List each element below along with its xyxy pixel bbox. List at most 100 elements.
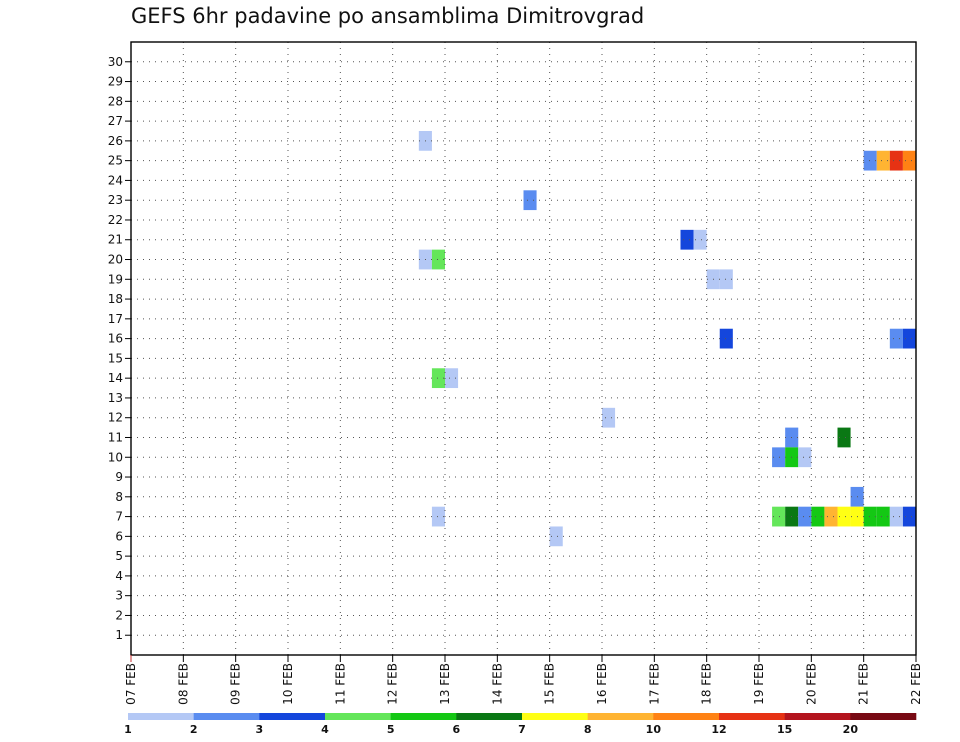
y-tick-label: 7 xyxy=(115,510,123,524)
legend-label: 7 xyxy=(518,723,526,736)
y-tick-label: 8 xyxy=(115,490,123,504)
heatmap-cell xyxy=(902,150,916,171)
y-tick-label: 6 xyxy=(115,529,123,543)
heatmap-cell xyxy=(772,447,786,468)
heatmap-cell xyxy=(876,150,890,171)
legend-label: 15 xyxy=(777,723,792,736)
y-tick-label: 5 xyxy=(115,549,123,563)
legend-swatch xyxy=(784,713,851,720)
y-tick-label: 1 xyxy=(115,628,123,642)
legend-swatch xyxy=(522,713,588,720)
heatmap-cell xyxy=(902,328,916,349)
heatmap-cell xyxy=(772,506,786,527)
heatmap-cell xyxy=(680,229,694,250)
y-tick-label: 25 xyxy=(108,154,123,168)
y-tick-label: 4 xyxy=(115,569,123,583)
legend-label: 5 xyxy=(387,723,395,736)
y-tick-label: 11 xyxy=(108,430,123,444)
x-tick-label: 08 FEB xyxy=(176,663,190,705)
y-tick-label: 20 xyxy=(108,253,123,267)
legend-swatch xyxy=(128,713,194,720)
y-tick-label: 21 xyxy=(108,233,123,247)
heatmap-cell xyxy=(889,150,903,171)
x-tick-label: 19 FEB xyxy=(752,663,766,705)
heatmap-cell xyxy=(798,506,812,527)
x-tick-label: 22 FEB xyxy=(909,663,923,705)
y-tick-label: 17 xyxy=(108,312,123,326)
color-legend: 1 2 3 4 5 6 7 8 10 12 15 20 xyxy=(124,713,917,736)
legend-label: 10 xyxy=(646,723,662,736)
legend-swatch xyxy=(390,713,457,720)
heatmap-cell xyxy=(889,506,903,527)
y-tick-label: 2 xyxy=(115,608,123,622)
y-tick-label: 10 xyxy=(108,450,123,464)
y-tick-label: 19 xyxy=(108,272,123,286)
legend-label: 3 xyxy=(256,723,264,736)
x-tick-label: 20 FEB xyxy=(804,663,818,705)
heatmap-cell xyxy=(719,328,733,349)
x-tick-label: 18 FEB xyxy=(700,663,714,705)
y-tick-label: 16 xyxy=(108,332,123,346)
legend-label: 6 xyxy=(453,723,461,736)
x-tick-label: 09 FEB xyxy=(229,663,243,705)
heatmap-cell xyxy=(863,150,877,171)
y-tick-label: 26 xyxy=(108,134,123,148)
chart-title: GEFS 6hr padavine po ansamblima Dimitrov… xyxy=(131,4,645,28)
x-tick-label: 16 FEB xyxy=(595,663,609,705)
y-tick-label: 15 xyxy=(108,351,123,365)
legend-label: 12 xyxy=(711,723,726,736)
legend-swatch xyxy=(456,713,523,720)
x-tick-label: 07 FEB xyxy=(124,663,138,705)
heatmap-cell xyxy=(902,506,916,527)
legend-swatch xyxy=(193,713,260,720)
cells-layer xyxy=(418,130,916,547)
y-tick-label: 29 xyxy=(108,75,123,89)
y-tick-label: 14 xyxy=(108,371,123,385)
y-tick-label: 13 xyxy=(108,391,123,405)
heatmap-cell xyxy=(824,506,838,527)
heatmap-cell xyxy=(837,427,851,448)
heatmap-cell xyxy=(549,526,563,547)
grid-layer xyxy=(131,42,916,655)
y-tick-label: 30 xyxy=(108,55,123,69)
legend-swatch xyxy=(325,713,391,720)
y-tick-label: 24 xyxy=(108,173,123,187)
y-tick-label: 9 xyxy=(115,470,123,484)
x-tick-label: 21 FEB xyxy=(857,663,871,705)
heatmap-cell xyxy=(876,506,890,527)
heatmap-cell xyxy=(889,328,903,349)
heatmap-cell xyxy=(863,506,877,527)
x-tick-label: 17 FEB xyxy=(647,663,661,705)
heatmap-cell xyxy=(445,368,459,389)
x-tick-label: 10 FEB xyxy=(281,663,295,705)
legend-label: 4 xyxy=(321,723,329,736)
y-tick-label: 22 xyxy=(108,213,123,227)
heatmap-cell xyxy=(693,229,707,250)
y-tick-label: 27 xyxy=(108,114,123,128)
heatmap-cell xyxy=(602,407,616,428)
heatmap-cell xyxy=(431,249,445,270)
heatmap-cell xyxy=(431,506,445,527)
x-tick-label: 15 FEB xyxy=(543,663,557,705)
plot-frame xyxy=(130,41,917,656)
y-tick-label: 18 xyxy=(108,292,123,306)
y-axis: 1234567891011121314151617181920212223242… xyxy=(108,55,131,642)
heatmap-cell xyxy=(837,506,851,527)
legend-label: 1 xyxy=(124,723,132,736)
legend-label: 2 xyxy=(190,723,198,736)
y-tick-label: 28 xyxy=(108,94,123,108)
y-tick-label: 3 xyxy=(115,589,123,603)
y-tick-label: 12 xyxy=(108,411,123,425)
x-tick-label: 13 FEB xyxy=(438,663,452,705)
x-tick-label: 11 FEB xyxy=(333,663,347,705)
heatmap-cell xyxy=(431,368,445,389)
legend-swatch xyxy=(587,713,654,720)
legend-swatch xyxy=(719,713,785,720)
heatmap-cell xyxy=(719,269,733,290)
legend-label: 20 xyxy=(843,723,859,736)
legend-swatch xyxy=(259,713,326,720)
y-tick-label: 23 xyxy=(108,193,123,207)
legend-label: 8 xyxy=(584,723,592,736)
legend-swatch xyxy=(653,713,720,720)
